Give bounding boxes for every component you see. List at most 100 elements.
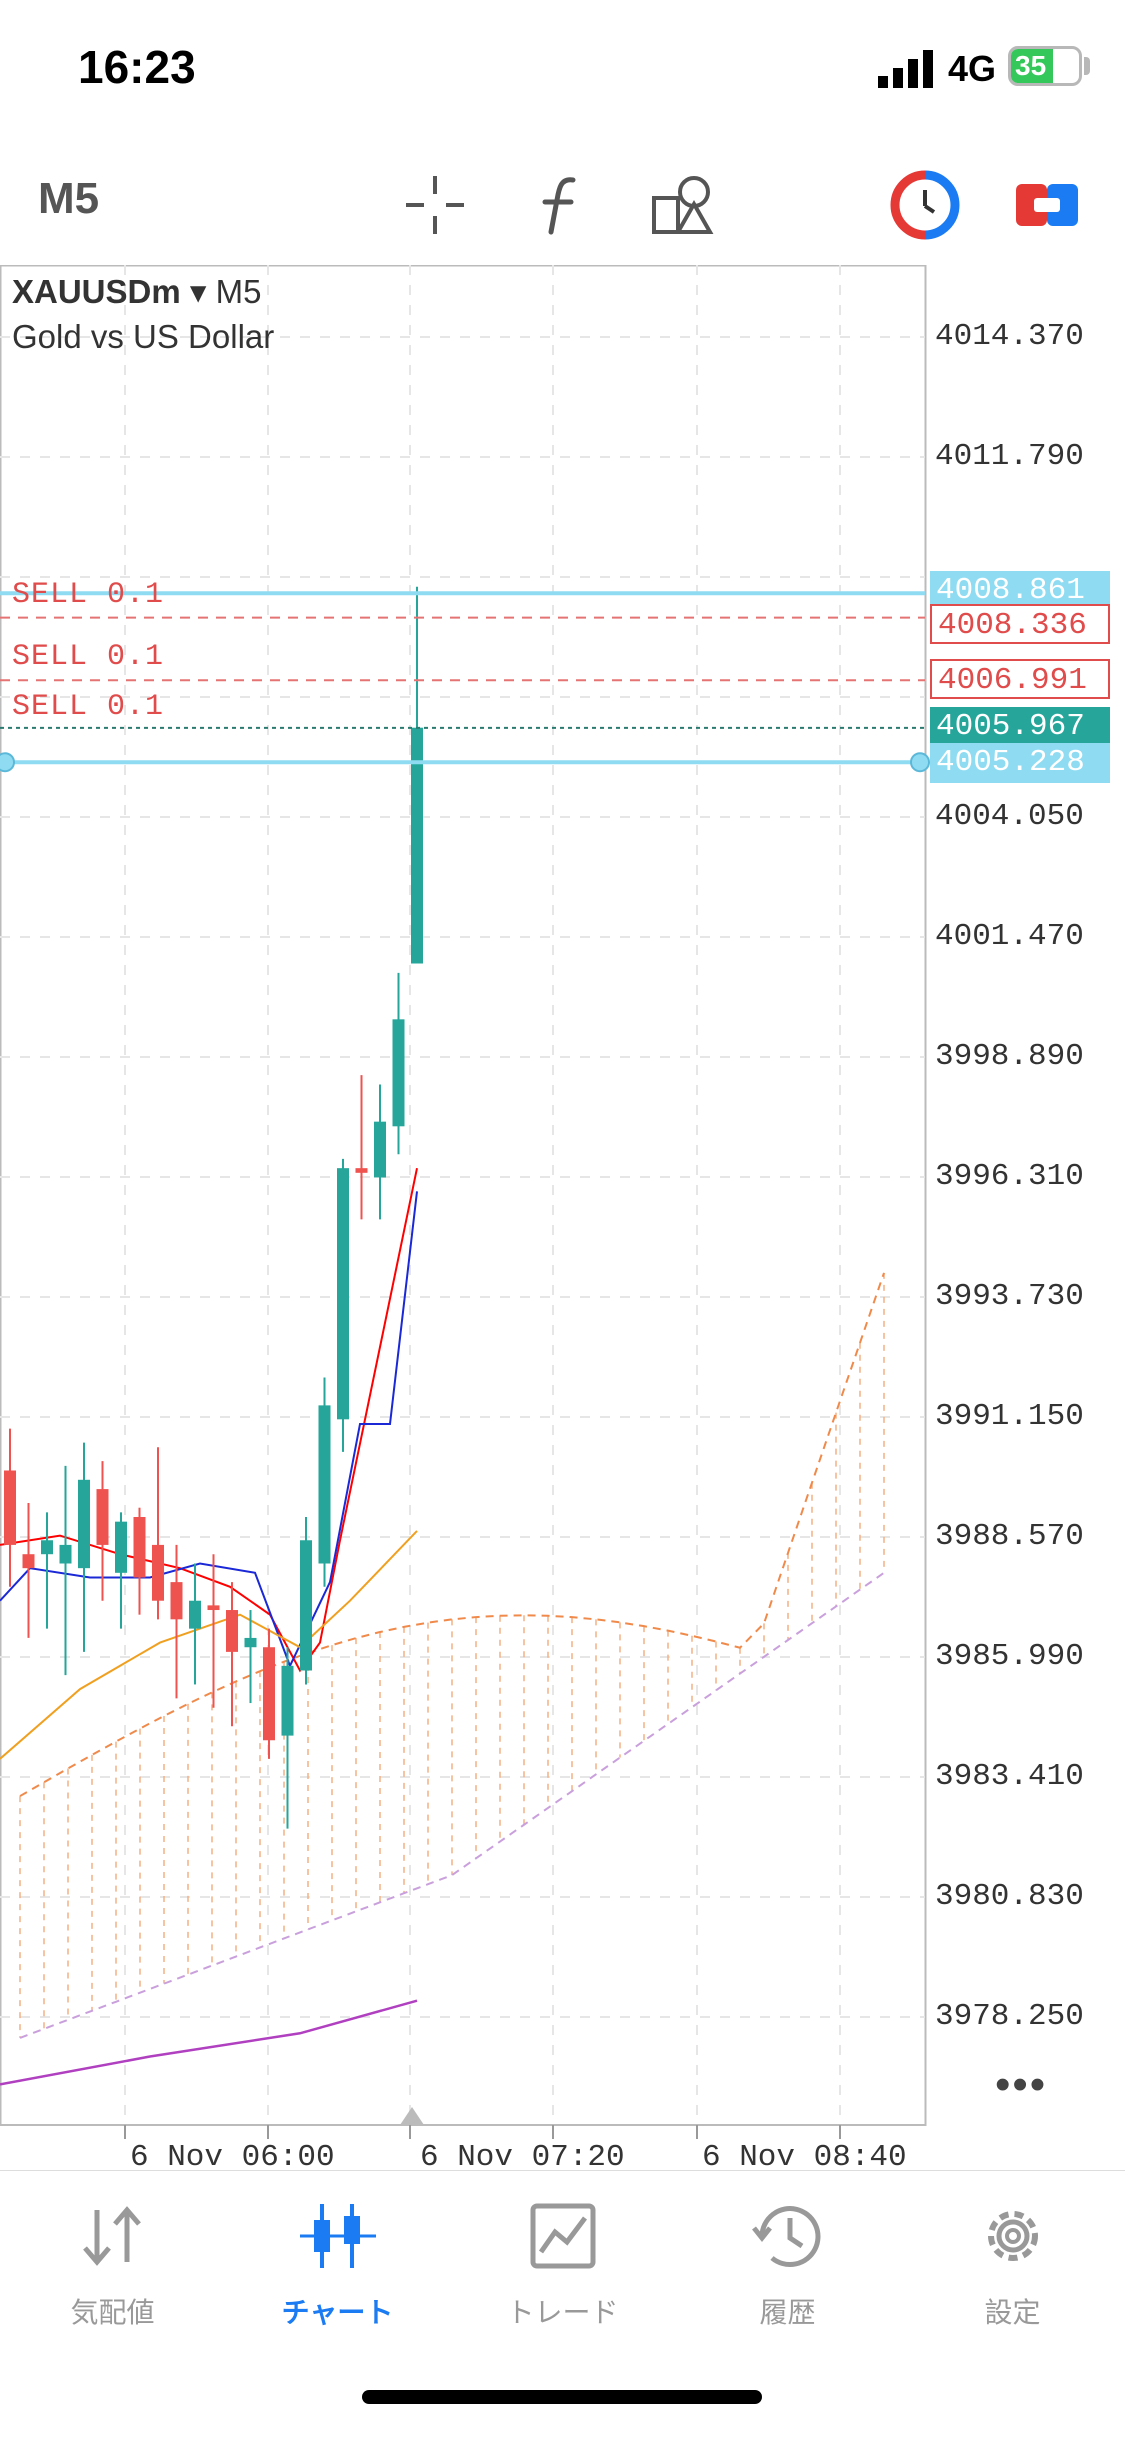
- candle: [355, 1075, 368, 1220]
- candle: [244, 1610, 257, 1704]
- candle: [281, 1647, 294, 1829]
- candle: [78, 1442, 90, 1652]
- price-tick-label: 4014.370: [935, 319, 1084, 354]
- candle: [152, 1447, 164, 1620]
- symbol-description: Gold vs US Dollar: [12, 318, 275, 355]
- candle-body: [22, 1554, 35, 1569]
- chart-icon: [299, 2204, 376, 2268]
- candle-body: [4, 1470, 16, 1545]
- indicators-icon[interactable]: [525, 170, 595, 240]
- price-tick-label: 3985.990: [935, 1639, 1084, 1674]
- chart-frame: [0, 265, 927, 2126]
- candle: [318, 1377, 331, 1587]
- signal-icon: [878, 50, 933, 88]
- tab-label: チャート: [281, 2297, 394, 2328]
- price-tick-label: 3996.310: [935, 1159, 1084, 1194]
- status-time: 16:23: [78, 41, 196, 93]
- price-tick-label: 3978.250: [935, 1999, 1084, 2034]
- candle-body: [226, 1610, 238, 1652]
- current-price-tag: 4005.967: [930, 707, 1110, 747]
- network-type: 4G: [948, 48, 997, 89]
- order-label[interactable]: SELL 0.1: [12, 640, 165, 674]
- order-label[interactable]: SELL 0.1: [12, 690, 165, 724]
- bid-price-tag: 4005.228: [930, 743, 1110, 783]
- candle: [41, 1512, 53, 1629]
- battery-icon: 35: [1008, 46, 1082, 86]
- candle-body: [244, 1637, 257, 1648]
- price-tick-label: 3980.830: [935, 1879, 1084, 1914]
- candle-body: [96, 1489, 109, 1545]
- tab-history[interactable]: 履歴: [675, 2196, 900, 2331]
- one-click-trading-icon[interactable]: [890, 170, 960, 240]
- candle-body: [392, 1019, 405, 1127]
- chart-toolbar: M5: [0, 140, 1125, 265]
- candle-body: [189, 1600, 201, 1629]
- cloud-span-a: [19, 1272, 885, 1797]
- candle: [4, 1428, 16, 1587]
- quotes-icon: [82, 2206, 141, 2266]
- current-bar-marker: [400, 2107, 424, 2125]
- candle-body: [263, 1647, 275, 1741]
- candle: [170, 1544, 183, 1699]
- candle-body: [41, 1540, 53, 1555]
- price-chart[interactable]: [0, 265, 1125, 2170]
- time-label: 6 Nov 06:00: [130, 2140, 335, 2175]
- candle: [22, 1503, 35, 1638]
- more-options-icon[interactable]: •••: [995, 2060, 1048, 2109]
- price-tick-label: 3991.150: [935, 1399, 1084, 1434]
- candle: [374, 1084, 386, 1220]
- candle: [189, 1563, 201, 1685]
- price-tick-label: 3983.410: [935, 1759, 1084, 1794]
- candle-body: [337, 1168, 349, 1420]
- candle-body: [318, 1405, 331, 1564]
- candle: [96, 1461, 109, 1601]
- order-price-tag: 4006.991: [930, 659, 1110, 699]
- bid-line-handle: [0, 752, 15, 773]
- time-label: 6 Nov 07:20: [420, 2140, 625, 2175]
- battery-tip: [1084, 57, 1090, 75]
- settings-icon: [987, 2211, 1038, 2261]
- tab-quotes[interactable]: 気配値: [0, 2196, 225, 2331]
- candle-body: [170, 1582, 183, 1620]
- candle-body: [59, 1544, 72, 1564]
- candle: [226, 1582, 238, 1727]
- candle-body: [300, 1540, 312, 1671]
- candle: [263, 1628, 275, 1759]
- tab-label: 履歴: [759, 2297, 816, 2328]
- trade-panel-icon[interactable]: [1012, 170, 1082, 240]
- candle: [115, 1512, 127, 1629]
- candle: [337, 1158, 349, 1452]
- time-label: 6 Nov 08:40: [702, 2140, 907, 2175]
- history-icon: [751, 2206, 820, 2267]
- candle-body: [152, 1544, 164, 1601]
- objects-icon[interactable]: [650, 170, 720, 240]
- tab-label: 気配値: [70, 2297, 155, 2328]
- candle: [59, 1465, 72, 1676]
- candle-body: [207, 1605, 220, 1611]
- tab-settings[interactable]: 設定: [900, 2196, 1125, 2331]
- ma-purple-line: [0, 1999, 418, 2086]
- tab-trade[interactable]: トレード: [450, 2196, 675, 2331]
- crosshair-icon[interactable]: [400, 170, 470, 240]
- bid-line-handle: [910, 752, 930, 773]
- order-label[interactable]: SELL 0.1: [12, 578, 165, 612]
- symbol-header[interactable]: XAUUSDm ▾ M5: [12, 273, 262, 310]
- price-tick-label: 3993.730: [935, 1279, 1084, 1314]
- timeframe-button[interactable]: M5: [38, 174, 100, 223]
- candle-body: [374, 1121, 386, 1178]
- candle: [411, 586, 423, 964]
- candle-body: [133, 1517, 146, 1578]
- tab-label: トレード: [506, 2297, 619, 2328]
- candle-body: [411, 727, 423, 964]
- candle-body: [281, 1665, 294, 1736]
- order-price-tag: 4008.336: [930, 604, 1110, 644]
- tab-label: 設定: [984, 2297, 1041, 2328]
- tab-chart[interactable]: チャート: [225, 2196, 450, 2331]
- status-bar: 16:23 4G 35: [0, 0, 1125, 140]
- price-tick-label: 4001.470: [935, 919, 1084, 954]
- candle-body: [355, 1168, 368, 1173]
- price-tick-label: 3998.890: [935, 1039, 1084, 1074]
- price-tick-label: 3988.570: [935, 1519, 1084, 1554]
- tab-bar: 気配値 チャート トレード 履歴 設定: [0, 2170, 1125, 2437]
- candle-body: [115, 1521, 127, 1573]
